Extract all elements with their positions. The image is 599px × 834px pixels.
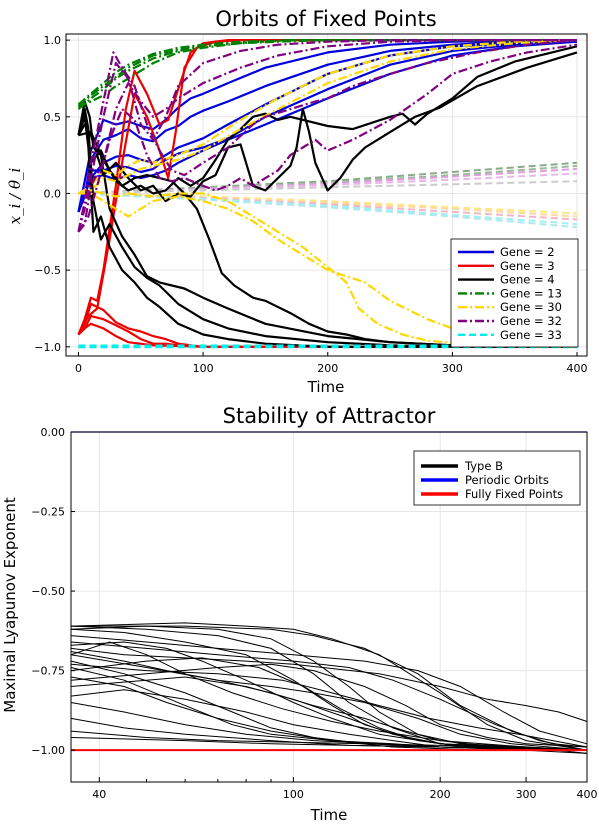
ticks-stability: 40 100 200 300 400 0.00 −0.25 −0.50 −0.75 −1.00 (31, 426, 597, 801)
plot-frame-orbits (65, 33, 588, 357)
x-tick-label: 100 (193, 362, 214, 375)
series-line (70, 647, 588, 722)
chart-orbits: Orbits of Fixed Points 0 100 200 300 400 −1.0… (6, 7, 588, 396)
series-line (70, 660, 588, 751)
series-line (77, 322, 577, 348)
legend-entry: Type B (464, 459, 503, 473)
y-tick-label: 1.0 (44, 34, 62, 47)
chart-title-stability: Stability of Attractor (223, 404, 436, 428)
x-tick-label: 400 (577, 788, 598, 801)
legend-entry: Gene = 30 (500, 300, 562, 314)
ticks-orbits: 0 100 200 300 400 −1.0 −0.5 0.0 0.5 1.0 (34, 34, 587, 375)
series-line (78, 45, 578, 195)
series-group-orbits (77, 39, 578, 349)
series-line (78, 39, 577, 109)
series-line (70, 663, 588, 748)
series-group-stability (70, 622, 588, 754)
legend-box-orbits (450, 238, 579, 348)
x-tick-label: 200 (430, 788, 451, 801)
series-line (77, 39, 577, 233)
legend-box-stability (413, 450, 581, 506)
legend-entry: Gene = 33 (500, 328, 562, 342)
series-line (78, 192, 578, 348)
x-tick-label: 300 (442, 362, 463, 375)
y-tick-label: −0.75 (31, 665, 65, 678)
y-tick-label: 0.0 (44, 187, 62, 200)
series-line (70, 641, 588, 751)
y-tick-label: 0.00 (41, 426, 66, 439)
legend-entry: Periodic Orbits (465, 473, 549, 487)
y-axis-label-orbits: x_i / θ_i (6, 167, 24, 224)
series-line (70, 625, 588, 751)
x-tick-label: 200 (317, 362, 338, 375)
legend-entry: Fully Fixed Points (465, 487, 563, 501)
legend-entry: Gene = 4 (500, 273, 555, 287)
series-line (77, 43, 578, 233)
y-tick-label: −1.00 (31, 744, 65, 757)
x-tick-label: 40 (92, 788, 106, 801)
y-tick-label: −0.5 (34, 264, 61, 277)
series-line (77, 39, 578, 213)
series-line (77, 39, 578, 195)
y-tick-label: −1.0 (34, 341, 61, 354)
series-line (78, 189, 577, 348)
series-line (70, 663, 588, 748)
legend-entry: Gene = 32 (500, 314, 562, 328)
series-line (77, 302, 577, 348)
chart-stability: Stability of Attractor 40 100 200 300 400 0.0… (1, 404, 598, 824)
y-tick-label: 0.5 (44, 111, 62, 124)
x-tick-label: 400 (567, 362, 588, 375)
series-line (77, 39, 577, 107)
legend-entry: Gene = 2 (500, 245, 555, 259)
legend-entry: Gene = 3 (500, 259, 555, 273)
series-line (70, 625, 588, 751)
x-tick-label: 0 (75, 362, 82, 375)
series-line (70, 651, 588, 751)
series-line (77, 39, 578, 233)
y-tick-label: −0.25 (31, 506, 65, 519)
x-axis-label-stability: Time (310, 806, 348, 824)
series-line (77, 51, 578, 203)
x-axis-label-orbits: Time (307, 378, 345, 396)
y-tick-label: −0.50 (31, 585, 65, 598)
series-line (78, 39, 578, 195)
chart-title-orbits: Orbits of Fixed Points (215, 7, 436, 31)
y-axis-label-stability: Maximal Lyapunov Exponent (1, 497, 19, 713)
series-line (77, 39, 577, 233)
plot-frame-stability (70, 431, 588, 783)
series-line (70, 635, 588, 745)
series-line (70, 641, 588, 751)
x-tick-label: 300 (516, 788, 537, 801)
x-tick-label: 100 (283, 788, 304, 801)
series-line (70, 641, 588, 751)
legend-entry: Gene = 13 (500, 286, 562, 300)
series-line (77, 108, 577, 348)
